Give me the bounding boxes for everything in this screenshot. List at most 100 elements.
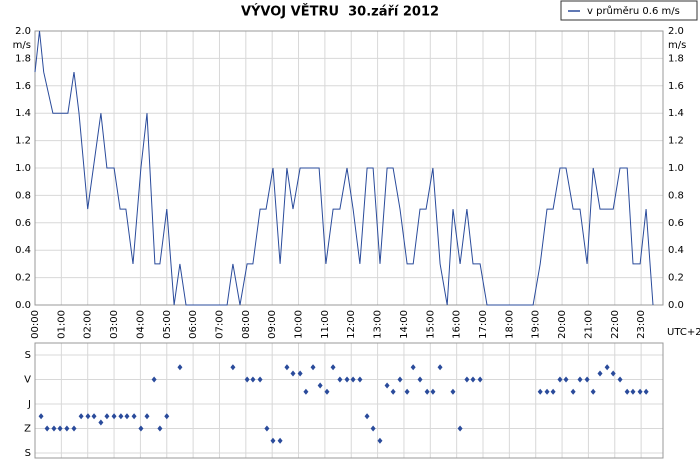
point [350, 376, 356, 383]
point [138, 425, 144, 432]
y-tick-label-right: 0.4 [668, 245, 684, 256]
y-tick-label: J [27, 399, 31, 410]
point [284, 364, 290, 371]
point [51, 425, 57, 432]
point [131, 413, 137, 420]
legend-label: v průměru 0.6 m/s [587, 5, 680, 17]
point [297, 370, 303, 377]
point [250, 376, 256, 383]
point [317, 382, 323, 389]
point [151, 376, 157, 383]
point [71, 425, 77, 432]
point [477, 376, 483, 383]
point [610, 370, 616, 377]
point [244, 376, 250, 383]
x-tick-label: 16:00 [452, 310, 463, 339]
x-tick-label: 10:00 [294, 310, 305, 339]
point [437, 364, 443, 371]
point [544, 388, 550, 395]
y-tick-label: S [25, 350, 31, 361]
x-tick-label: 03:00 [109, 310, 120, 339]
x-tick-label: 11:00 [320, 310, 331, 339]
point [377, 437, 383, 444]
y-tick-label-right: 0.0 [668, 300, 684, 311]
point [111, 413, 117, 420]
point [38, 413, 44, 420]
y-tick-label: S [25, 448, 31, 459]
y-tick-label: 1.8 [15, 53, 31, 64]
point [557, 376, 563, 383]
y-tick-label: 1.4 [15, 108, 31, 119]
y-tick-label: 0.4 [15, 245, 31, 256]
point [624, 388, 630, 395]
y-tick-label: 0.6 [15, 218, 31, 229]
point [230, 364, 236, 371]
y-tick-label: Z [24, 424, 31, 435]
point [604, 364, 610, 371]
point [64, 425, 70, 432]
y-tick-label-right: 0.6 [668, 218, 684, 229]
y-tick-label: 0.2 [15, 273, 31, 284]
x-tick-label: 01:00 [56, 310, 67, 339]
legend-box[interactable] [560, 0, 698, 21]
point [430, 388, 436, 395]
point [424, 388, 430, 395]
x-tick-label: 09:00 [267, 310, 278, 339]
point [91, 413, 97, 420]
point [78, 413, 84, 420]
point [344, 376, 350, 383]
point [337, 376, 343, 383]
point [597, 370, 603, 377]
x-tick-label: 23:00 [636, 310, 647, 339]
point [257, 376, 263, 383]
x-tick-label: 20:00 [557, 310, 568, 339]
y-tick-label: 0.8 [15, 190, 31, 201]
point [617, 376, 623, 383]
point [537, 388, 543, 395]
y-tick-label: 1.0 [15, 163, 31, 174]
point [637, 388, 643, 395]
point [464, 376, 470, 383]
point [118, 413, 124, 420]
plot-frame [34, 30, 664, 306]
y-tick-label: V [24, 375, 31, 386]
x-tick-label: 05:00 [162, 310, 173, 339]
point [164, 413, 170, 420]
point [404, 388, 410, 395]
point [457, 425, 463, 432]
point [570, 388, 576, 395]
x-tick-label: 22:00 [610, 310, 621, 339]
chart-title: VÝVOJ VĚTRU 30.září 2012 [241, 4, 439, 20]
point [85, 413, 91, 420]
x-tick-label: 18:00 [504, 310, 515, 339]
point [177, 364, 183, 371]
y-tick-label: 1.2 [15, 136, 31, 147]
x-tick-label: 08:00 [241, 310, 252, 339]
point [290, 370, 296, 377]
point [470, 376, 476, 383]
x-tick-label: 21:00 [583, 310, 594, 339]
y-tick-label: 1.6 [15, 81, 31, 92]
series-line [34, 30, 654, 306]
y-tick-label-right: 2.0 [668, 26, 684, 37]
x-tick-label: 04:00 [135, 310, 146, 339]
point [397, 376, 403, 383]
x-axis-label: UTC+2 [667, 327, 700, 338]
point [44, 425, 50, 432]
x-tick-label: 14:00 [399, 310, 410, 339]
point [450, 388, 456, 395]
point [357, 376, 363, 383]
point [310, 364, 316, 371]
point [330, 364, 336, 371]
point [550, 388, 556, 395]
point [364, 413, 370, 420]
x-tick-label: 17:00 [478, 310, 489, 339]
x-tick-label: 06:00 [188, 310, 199, 339]
x-tick-label: 07:00 [214, 310, 225, 339]
y-tick-label-right: 1.6 [668, 81, 684, 92]
point [144, 413, 150, 420]
y-tick-label-right: 1.2 [668, 136, 684, 147]
point [104, 413, 110, 420]
x-tick-label: 13:00 [373, 310, 384, 339]
